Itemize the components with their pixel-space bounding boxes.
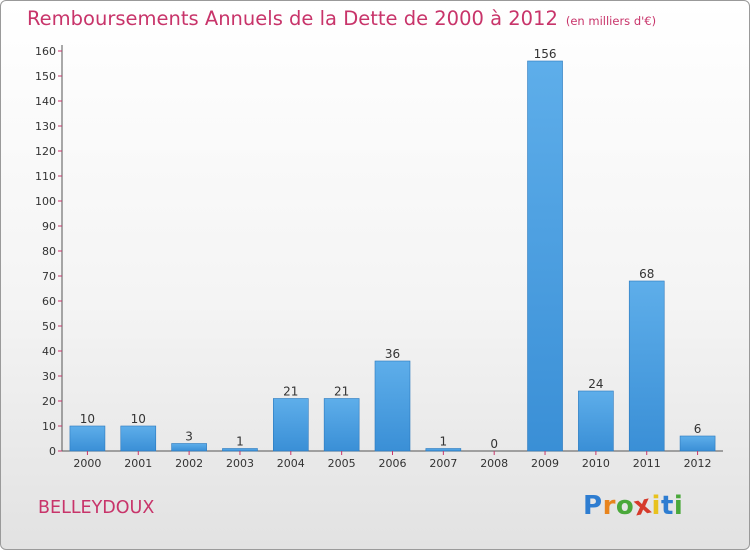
bar-value-label: 10 [131, 412, 146, 426]
bar [222, 448, 258, 452]
bar [527, 60, 563, 452]
bar [628, 280, 665, 452]
bar-value-label: 24 [588, 377, 603, 391]
chart-title-text: Remboursements Annuels de la Dette de 20… [27, 7, 558, 30]
bar-value-label: 21 [283, 385, 298, 399]
bar [273, 398, 309, 452]
bar [323, 398, 360, 452]
y-tick-label: 10 [42, 420, 56, 433]
x-tick-label: 2002 [175, 457, 203, 470]
logo-letter: P [583, 491, 603, 521]
x-tick-label: 2006 [379, 457, 407, 470]
x-tick-label: 2007 [429, 457, 457, 470]
bar [69, 425, 106, 452]
x-tick-label: 2008 [480, 457, 508, 470]
y-tick-label: 20 [42, 395, 56, 408]
x-tick-label: 2011 [633, 457, 661, 470]
y-tick-label: 160 [35, 45, 56, 58]
y-tick-label: 30 [42, 370, 56, 383]
bar [679, 435, 716, 452]
logo-letter: i [673, 491, 684, 521]
x-tick-label: 2010 [582, 457, 610, 470]
bar-value-label: 36 [385, 347, 400, 361]
x-tick-label: 2001 [124, 457, 152, 470]
bar-value-label: 3 [185, 430, 193, 444]
bar-value-label: 21 [334, 385, 349, 399]
bar-value-label: 0 [490, 437, 498, 451]
y-tick-label: 120 [35, 145, 56, 158]
bar [120, 425, 157, 452]
logo-letter: o [615, 491, 635, 521]
commune-name: BELLEYDOUX [38, 498, 155, 518]
proxiti-logo: Proxiti [583, 490, 684, 523]
y-tick-label: 0 [49, 445, 56, 458]
bar [171, 443, 207, 452]
y-tick-label: 150 [35, 70, 56, 83]
bar-value-label: 1 [236, 435, 244, 449]
y-tick-label: 60 [42, 295, 56, 308]
y-tick-label: 140 [35, 95, 56, 108]
bar-value-label: 10 [80, 412, 95, 426]
y-tick-label: 70 [42, 270, 56, 283]
bar-value-label: 156 [534, 47, 557, 61]
y-tick-label: 130 [35, 120, 56, 133]
y-tick-label: 90 [42, 220, 56, 233]
y-tick-label: 100 [35, 195, 56, 208]
chart-unit-label: (en milliers d'€) [565, 14, 657, 28]
bar-value-label: 1 [440, 435, 448, 449]
bar-value-label: 6 [694, 422, 702, 436]
y-tick-label: 80 [42, 245, 56, 258]
x-tick-label: 2003 [226, 457, 254, 470]
bar [374, 360, 411, 452]
x-tick-label: 2005 [328, 457, 356, 470]
logo-letter: t [660, 491, 674, 521]
x-tick-label: 2012 [684, 457, 712, 470]
logo-letter: r [602, 491, 616, 521]
bar-value-label: 68 [639, 267, 654, 281]
y-tick-label: 110 [35, 170, 56, 183]
x-tick-label: 2000 [73, 457, 101, 470]
logo-letter: i [651, 491, 661, 521]
x-tick-label: 2009 [531, 457, 559, 470]
bar [578, 390, 614, 452]
y-tick-label: 50 [42, 320, 56, 333]
chart-title: Remboursements Annuels de la Dette de 20… [27, 7, 656, 30]
bar [425, 448, 462, 452]
y-tick-label: 40 [42, 345, 56, 358]
x-tick-label: 2004 [277, 457, 305, 470]
